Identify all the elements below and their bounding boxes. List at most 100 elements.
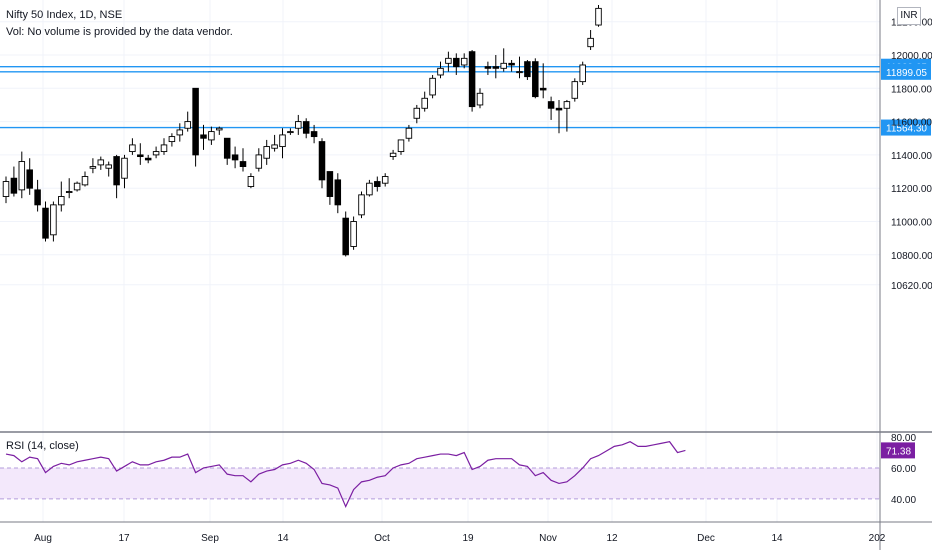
candle-body <box>239 161 247 168</box>
candle-body <box>223 137 231 159</box>
candle <box>421 91 428 112</box>
candle-body <box>539 87 547 91</box>
candle-body <box>587 37 594 48</box>
candle <box>532 58 539 99</box>
currency-button[interactable]: INR <box>897 7 921 25</box>
candle <box>192 87 199 167</box>
candle-body <box>121 157 128 179</box>
candle <box>547 96 555 120</box>
candle <box>524 59 531 80</box>
candle-body <box>595 7 602 26</box>
candle <box>342 211 349 257</box>
rsi-last-label: 71.38 <box>886 446 911 457</box>
candle <box>539 63 547 99</box>
candle <box>310 124 318 144</box>
price-tick-label: 11800.00 <box>891 84 932 95</box>
candle <box>231 146 239 169</box>
candle <box>437 61 444 79</box>
candle-body <box>571 81 579 99</box>
candle-body <box>129 144 136 153</box>
candle-body <box>279 134 286 148</box>
candle-body <box>81 176 89 186</box>
candle <box>389 149 397 160</box>
candle <box>302 118 310 139</box>
candle-body <box>579 64 586 83</box>
time-tick-label: Dec <box>697 533 715 544</box>
candle-body <box>524 61 531 78</box>
candle-body <box>484 66 492 69</box>
chart-grid <box>0 0 880 522</box>
candle-body <box>547 101 555 109</box>
candle <box>476 88 484 109</box>
candle-body <box>18 161 26 191</box>
candle <box>113 154 120 199</box>
candle-body <box>460 57 468 66</box>
candle-body <box>287 131 294 134</box>
candle <box>460 53 468 69</box>
candle <box>10 166 18 197</box>
candle-body <box>144 157 152 161</box>
candle <box>508 59 515 72</box>
candle-body <box>168 136 176 143</box>
rsi-tick-label: 60.00 <box>891 464 916 475</box>
candle <box>216 126 223 135</box>
candle-body <box>58 196 65 206</box>
candle <box>42 201 49 242</box>
candle <box>318 138 326 189</box>
price-tick-label: 12000.00 <box>891 51 932 62</box>
price-tick-label: 11000.00 <box>891 218 932 229</box>
price-tick-label: 10620.00 <box>891 281 932 292</box>
candle-body <box>476 92 484 106</box>
candle <box>350 216 357 250</box>
candle-body <box>516 71 523 74</box>
candle-body <box>437 67 444 76</box>
candle <box>279 128 286 159</box>
candle-body <box>231 154 239 161</box>
candle-body <box>255 154 263 169</box>
rsi-title: RSI (14, close) <box>6 440 79 452</box>
time-tick-label: Sep <box>201 533 219 544</box>
time-tick-label: 202 <box>869 533 886 544</box>
candle <box>492 55 500 79</box>
candle-body <box>113 156 120 186</box>
rsi-tick-label: 80.00 <box>891 433 916 444</box>
rsi-band <box>0 467 880 500</box>
candle-body <box>492 66 500 69</box>
candle <box>223 137 231 165</box>
candle <box>468 50 476 112</box>
candle-body <box>326 171 334 197</box>
candle <box>453 53 460 75</box>
candle <box>334 173 342 214</box>
candle-body <box>374 181 381 187</box>
candle-body <box>208 131 215 141</box>
candle <box>405 124 413 142</box>
price-tick-label: 10800.00 <box>891 251 932 262</box>
candle-body <box>318 141 326 181</box>
candle-body <box>200 134 207 139</box>
candle-body <box>50 204 57 236</box>
candle <box>168 133 176 147</box>
candle <box>555 99 563 134</box>
candle-body <box>105 164 112 169</box>
rsi-band-fill <box>0 467 880 499</box>
candle-body <box>500 62 507 69</box>
candle-body <box>397 139 405 153</box>
candle-body <box>137 154 144 158</box>
time-tick-label: 17 <box>118 533 130 544</box>
candle-body <box>334 179 342 206</box>
candle <box>208 126 215 145</box>
candle <box>34 179 41 212</box>
candle-body <box>160 144 168 153</box>
level-label: 11899.05 <box>886 68 927 79</box>
candle <box>366 179 373 197</box>
candle-body <box>247 176 255 187</box>
time-tick-label: Nov <box>539 533 557 544</box>
candle-body <box>429 77 436 96</box>
candle <box>121 154 128 189</box>
volume-note: Vol: No volume is provided by the data v… <box>6 26 233 38</box>
candle-body <box>350 221 357 247</box>
candle <box>176 123 184 142</box>
candle <box>58 181 65 212</box>
candle <box>129 138 136 155</box>
chart-title: Nifty 50 Index, 1D, NSE <box>6 9 123 21</box>
